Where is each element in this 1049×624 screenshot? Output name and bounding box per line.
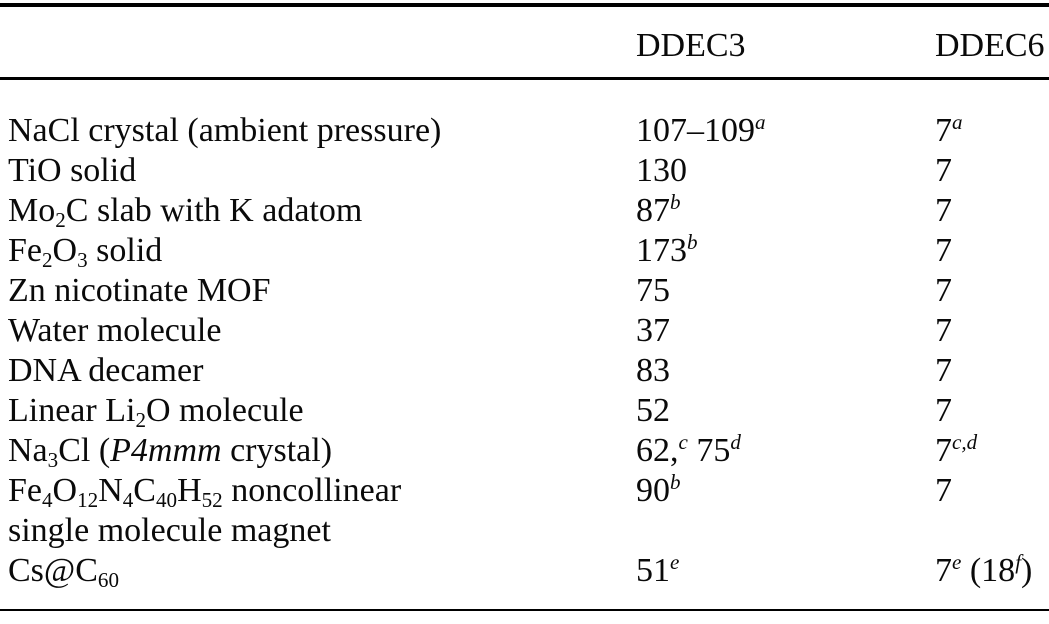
system-cell: Fe2O3 solid	[8, 232, 163, 272]
ddec3-value-cell: 173b	[636, 229, 698, 269]
ddec3-value-cell: 62,c 75d	[636, 429, 741, 469]
system-cell: Linear Li2O molecule	[8, 392, 304, 432]
table-top-rule	[0, 3, 1049, 7]
system-cell: Na3Cl (P4mmm crystal)	[8, 432, 333, 472]
column-header-ddec3: DDEC3	[636, 27, 746, 64]
system-cell: DNA decamer	[8, 352, 204, 389]
table-row: TiO solid 130 7	[8, 151, 1049, 191]
ddec6-value-cell: 7	[935, 232, 952, 269]
ddec6-value-cell: 7	[935, 312, 952, 349]
ddec3-value-cell: 87b	[636, 189, 681, 229]
ddec3-value-cell: 130	[636, 152, 687, 189]
table-header-rule	[0, 77, 1049, 80]
system-cell: Fe4O12N4C40H52 noncollinear single molecu…	[8, 472, 402, 549]
ddec3-value-cell: 37	[636, 312, 670, 349]
table-bottom-rule	[0, 609, 1049, 611]
table-row: Fe2O3 solid 173b 7	[8, 231, 1049, 271]
table-row: Fe4O12N4C40H52 noncollinear single molecu…	[8, 471, 1049, 551]
table-row: DNA decamer 83 7	[8, 351, 1049, 391]
table-row: Linear Li2O molecule 52 7	[8, 391, 1049, 431]
ddec3-value-cell: 75	[636, 272, 670, 309]
table-row: NaCl crystal (ambient pressure) 107–109a…	[8, 111, 1049, 151]
ddec6-value-cell: 7	[935, 152, 952, 189]
column-header-ddec6: DDEC6	[935, 27, 1045, 64]
ddec6-value-cell: 7a	[935, 109, 963, 149]
table-row: Water molecule 37 7	[8, 311, 1049, 351]
ddec6-value-cell: 7	[935, 392, 952, 429]
system-cell: NaCl crystal (ambient pressure)	[8, 112, 442, 149]
ddec6-value-cell: 7	[935, 352, 952, 389]
system-cell: Zn nicotinate MOF	[8, 272, 271, 309]
system-cell: TiO solid	[8, 152, 137, 189]
ddec3-value-cell: 107–109a	[636, 109, 766, 149]
ddec6-value-cell: 7c,d	[935, 429, 978, 469]
ddec3-value-cell: 51e	[636, 549, 680, 589]
table-row: Na3Cl (P4mmm crystal) 62,c 75d 7c,d	[8, 431, 1049, 471]
system-cell: Water molecule	[8, 312, 222, 349]
table-header-row: DDEC3 DDEC6	[0, 7, 1049, 77]
ddec3-value-cell: 52	[636, 392, 670, 429]
ddec6-value-cell: 7	[935, 272, 952, 309]
table-row: Zn nicotinate MOF 75 7	[8, 271, 1049, 311]
ddec3-value-cell: 83	[636, 352, 670, 389]
table-body: NaCl crystal (ambient pressure) 107–109a…	[0, 80, 1049, 591]
table-row: Mo2C slab with K adatom 87b 7	[8, 191, 1049, 231]
ddec6-value-cell: 7e (18f)	[935, 549, 1033, 589]
table-row: Cs@C60 51e 7e (18f)	[8, 551, 1049, 591]
ddec6-value-cell: 7	[935, 192, 952, 229]
system-cell: Cs@C60	[8, 552, 119, 592]
system-cell: Mo2C slab with K adatom	[8, 192, 363, 232]
ddec3-value-cell: 90b	[636, 469, 681, 509]
ddec6-value-cell: 7	[935, 472, 952, 509]
